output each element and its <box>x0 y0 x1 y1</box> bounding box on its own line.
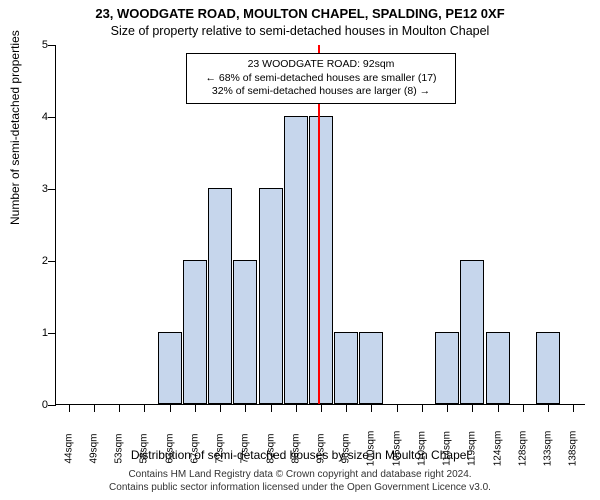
y-tick-label: 2 <box>28 255 48 267</box>
histogram-bar <box>460 260 484 404</box>
x-tick <box>472 404 473 412</box>
x-tick <box>371 404 372 412</box>
histogram-bar <box>158 332 182 404</box>
x-tick <box>523 404 524 412</box>
x-tick <box>94 404 95 412</box>
histogram-bar <box>233 260 257 404</box>
histogram-bar <box>183 260 207 404</box>
chart-container: 01234544sqm49sqm53sqm58sqm63sqm67sqm72sq… <box>55 45 585 405</box>
histogram-bar <box>486 332 510 404</box>
x-tick <box>573 404 574 412</box>
histogram-bar <box>208 188 232 404</box>
x-tick <box>69 404 70 412</box>
x-tick <box>321 404 322 412</box>
x-tick <box>170 404 171 412</box>
x-tick <box>447 404 448 412</box>
histogram-bar <box>359 332 383 404</box>
histogram-bar <box>259 188 283 404</box>
x-tick <box>397 404 398 412</box>
histogram-bar <box>309 116 333 404</box>
y-axis-label: Number of semi-detached properties <box>8 30 22 225</box>
attribution-line1: Contains HM Land Registry data © Crown c… <box>0 468 600 481</box>
x-tick <box>119 404 120 412</box>
y-tick <box>48 405 56 406</box>
x-tick <box>498 404 499 412</box>
y-tick-label: 5 <box>28 39 48 51</box>
y-tick <box>48 45 56 46</box>
histogram-bar <box>284 116 308 404</box>
histogram-bar <box>435 332 459 404</box>
attribution-line2: Contains public sector information licen… <box>0 481 600 494</box>
x-tick <box>195 404 196 412</box>
y-tick-label: 4 <box>28 111 48 123</box>
x-tick <box>296 404 297 412</box>
x-axis-label: Distribution of semi-detached houses by … <box>0 448 600 462</box>
chart-title-sub: Size of property relative to semi-detach… <box>0 24 600 38</box>
chart-title-main: 23, WOODGATE ROAD, MOULTON CHAPEL, SPALD… <box>0 6 600 21</box>
histogram-bar <box>334 332 358 404</box>
y-tick <box>48 189 56 190</box>
y-tick-label: 1 <box>28 327 48 339</box>
y-tick <box>48 117 56 118</box>
histogram-bar <box>536 332 560 404</box>
attribution-text: Contains HM Land Registry data © Crown c… <box>0 468 600 494</box>
annotation-line: 32% of semi-detached houses are larger (… <box>195 85 447 99</box>
x-tick <box>422 404 423 412</box>
y-tick <box>48 333 56 334</box>
x-tick <box>346 404 347 412</box>
y-tick-label: 3 <box>28 183 48 195</box>
annotation-box: 23 WOODGATE ROAD: 92sqm← 68% of semi-det… <box>186 53 456 104</box>
plot-area: 01234544sqm49sqm53sqm58sqm63sqm67sqm72sq… <box>55 45 585 405</box>
annotation-line: ← 68% of semi-detached houses are smalle… <box>195 72 447 86</box>
annotation-line: 23 WOODGATE ROAD: 92sqm <box>195 58 447 72</box>
y-tick <box>48 261 56 262</box>
x-tick <box>220 404 221 412</box>
x-tick <box>548 404 549 412</box>
y-tick-label: 0 <box>28 399 48 411</box>
x-tick <box>144 404 145 412</box>
x-tick <box>271 404 272 412</box>
x-tick <box>245 404 246 412</box>
